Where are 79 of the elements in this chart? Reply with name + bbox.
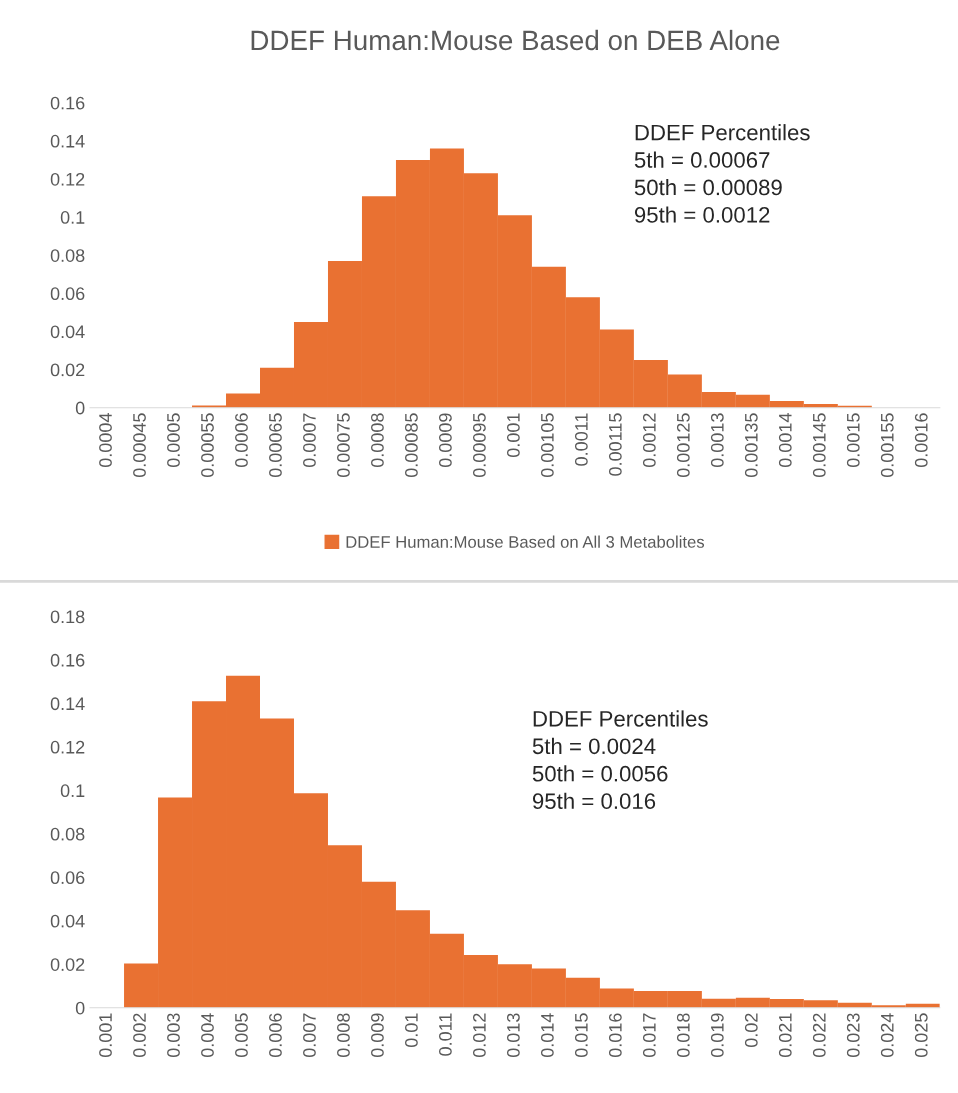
x-tick-label: 0.00085 [405,413,418,478]
annotation: 50th = 0.00089 [634,178,782,196]
y-tick-label: 0.12 [50,740,85,754]
x-tick-label: 0.00045 [133,413,146,478]
x-tick-label: 0.00125 [676,413,690,478]
annotation: 95th = 0.0012 [634,206,770,223]
chart-title: DDEF Human:Mouse Based on DEB Alone [251,29,780,51]
x-tick-label: 0.00075 [337,413,350,478]
x-tick-label: 0.0015 [846,413,860,468]
x-tick-label: 0.001 [99,1013,112,1058]
x-tick-label: 0.0011 [574,413,588,466]
x-tick-label: 0.0005 [167,413,180,468]
x-tick-label: 0.00065 [269,413,282,478]
x-tick-label: 0.00155 [880,413,894,478]
x-tick-label: 0.005 [235,1013,248,1058]
x-tick-label: 0.009 [371,1013,384,1058]
x-tick-label: 0.0012 [642,413,656,468]
x-tick-label: 0.025 [914,1013,928,1058]
x-tick-label: 0.002 [133,1013,146,1058]
x-tick-label: 0.01 [405,1013,418,1048]
x-tick-label: 0.0009 [439,413,452,468]
x-tick-label: 0.00135 [744,413,758,478]
annotation: 5th = 0.0024 [532,737,656,755]
x-tick-label: 0.0014 [778,413,792,468]
x-tick-label: 0.02 [744,1013,758,1048]
x-tick-label: 0.00055 [201,413,214,478]
x-tick-label: 0.008 [337,1013,350,1058]
annotation: DDEF Percentiles [635,124,810,141]
x-tick-label: 0.022 [812,1013,826,1058]
x-tick-label: 0.003 [167,1013,180,1058]
x-tick-label: 0.016 [608,1013,622,1058]
x-tick-label: 0.006 [269,1013,282,1058]
x-tick-label: 0.018 [676,1013,690,1058]
annotation: 5th = 0.00067 [634,151,770,168]
x-tick-label: 0.0006 [235,413,248,468]
x-tick-label: 0.014 [540,1013,554,1058]
annotation: 95th = 0.016 [532,792,656,810]
y-tick-label: 0.14 [50,697,85,711]
y-tick-label: 0.02 [50,363,85,377]
x-tick-label: 0.024 [880,1013,894,1058]
y-tick-label: 0.14 [50,134,85,148]
y-tick-label: 0.04 [50,914,85,928]
y-tick-label: 0 [75,401,85,415]
y-tick-label: 0.08 [50,827,85,841]
annotation: DDEF Percentiles [533,710,708,727]
x-tick-label: 0.0013 [710,413,724,468]
y-tick-label: 0.04 [50,325,85,339]
y-tick-label: 0.1 [60,784,85,798]
y-tick-label: 0.12 [50,172,85,186]
y-tick-label: 0.16 [50,653,85,667]
y-tick-label: 0.06 [50,287,85,301]
x-tick-label: 0.0016 [914,413,928,468]
x-tick-label: 0.00115 [608,413,622,476]
x-tick-label: 0.001 [506,413,520,458]
y-tick-label: 0.1 [60,211,85,224]
x-tick-label: 0.015 [574,1013,588,1058]
x-tick-label: 0.021 [778,1013,792,1058]
x-tick-label: 0.00095 [473,413,486,478]
x-tick-label: 0.00105 [540,413,554,478]
legend-label: DDEF Human:Mouse Based on All 3 Metabolites [346,535,705,548]
y-tick-label: 0.16 [50,96,85,110]
x-tick-label: 0.013 [506,1013,520,1058]
annotation: 50th = 0.0056 [532,765,668,782]
x-tick-label: 0.007 [303,1013,316,1058]
x-tick-label: 0.0004 [99,413,112,468]
x-tick-label: 0.019 [710,1013,724,1058]
y-tick-label: 0.18 [50,610,85,624]
x-tick-label: 0.004 [201,1013,214,1058]
y-tick-label: 0 [75,1001,85,1015]
x-tick-label: 0.023 [846,1013,860,1058]
y-tick-label: 0.06 [50,871,85,885]
x-tick-label: 0.012 [473,1013,486,1058]
x-tick-label: 0.011 [439,1013,452,1056]
x-tick-label: 0.0007 [303,413,316,468]
y-tick-label: 0.08 [50,249,85,262]
x-tick-label: 0.0008 [371,413,384,468]
x-tick-label: 0.017 [642,1013,656,1058]
x-tick-label: 0.00145 [812,413,826,478]
y-tick-label: 0.02 [50,958,85,971]
